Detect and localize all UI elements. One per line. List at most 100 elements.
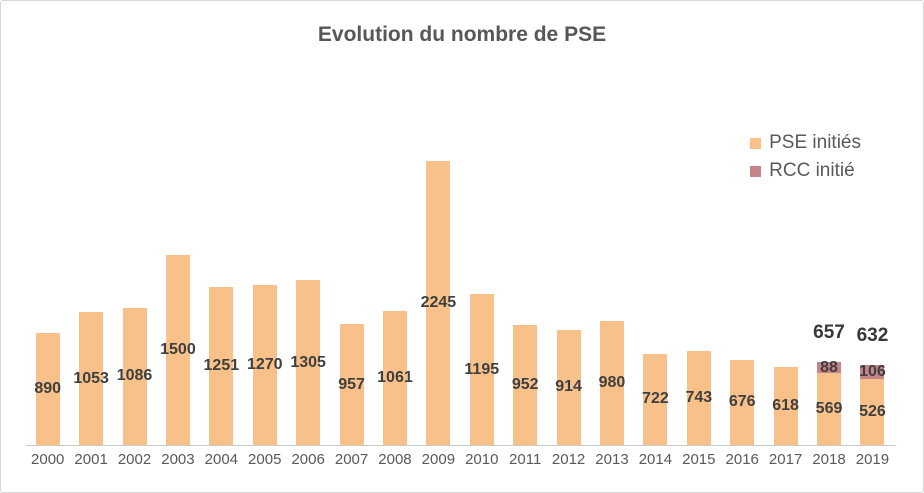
bar-segment-pse-2017 [773, 366, 798, 445]
bar-column-2004: 1251 [200, 129, 243, 445]
bar-segment-pse-2003 [165, 255, 190, 445]
chart-title: Evolution du nombre de PSE [317, 23, 607, 46]
bar-column-2003: 1500 [156, 129, 199, 445]
bar-column-2002: 1086 [113, 129, 156, 445]
data-label-rcc-2019: 106 [859, 362, 886, 380]
data-label-pse-2012: 914 [555, 378, 582, 396]
x-axis-tick-2011: 2011 [509, 451, 542, 468]
bar-segment-rcc-2019 [860, 365, 885, 379]
total-label-2019: 632 [856, 325, 889, 347]
bar-stack-2019 [860, 365, 885, 445]
x-axis-tick-2019: 2019 [855, 451, 890, 468]
x-axis-tick-2009: 2009 [421, 451, 456, 468]
x-axis-tick-2005: 2005 [248, 451, 282, 468]
bar-stack-2017 [773, 366, 798, 445]
bar-column-2000: 890 [26, 129, 69, 445]
data-label-rcc-2018: 88 [820, 358, 838, 376]
bar-segment-pse-2006 [296, 280, 321, 445]
bar-column-2018: 569 88 657 [807, 129, 850, 445]
data-label-pse-2002: 1086 [116, 367, 153, 385]
bar-segment-pse-2011 [513, 324, 538, 445]
bar-column-2017: 618 [764, 129, 807, 445]
data-label-pse-2018: 569 [815, 400, 843, 417]
bar-column-2014: 722 [634, 129, 677, 445]
bar-segment-pse-2015 [686, 351, 711, 445]
bar-segment-pse-2012 [556, 329, 581, 445]
data-label-pse-2004: 1251 [203, 356, 240, 374]
legend-swatch-pse-icon [750, 137, 762, 149]
data-label-pse-2006: 1305 [290, 353, 326, 371]
bar-segment-pse-2018 [817, 373, 842, 445]
x-axis-tick-2013: 2013 [595, 451, 629, 468]
bar-stack-2011 [513, 324, 538, 445]
x-axis-labels: 2000 2001 2002 2003 2004 2005 2006 2007 2008 2009… [26, 451, 894, 468]
bar-column-2001: 1053 [69, 129, 112, 445]
plot-area: 890 1053 1086 1500 1251 1270 1305 957 1061 2245 11… [26, 129, 894, 445]
data-label-pse-2001: 1053 [73, 369, 109, 387]
bar-column-2012: 914 [547, 129, 590, 445]
legend-item-pse-inities: PSE initiés [750, 132, 861, 154]
bar-column-2015: 743 [677, 129, 720, 445]
bar-stack-2000 [35, 332, 60, 445]
bar-stack-2002 [122, 307, 147, 445]
x-axis-tick-2004: 2004 [204, 451, 239, 468]
data-label-pse-2013: 980 [598, 374, 626, 392]
bar-segment-pse-2000 [35, 332, 60, 445]
bar-stack-2007 [339, 324, 364, 445]
data-label-pse-2000: 890 [34, 379, 62, 397]
x-axis-tick-2012: 2012 [551, 451, 586, 468]
legend-label-pse-inities: PSE initiés [769, 132, 861, 153]
bar-column-2007: 957 [330, 129, 373, 445]
x-axis-tick-2010: 2010 [465, 451, 499, 468]
x-axis-tick-2015: 2015 [682, 451, 716, 468]
data-label-pse-2007: 957 [338, 375, 365, 393]
legend: PSE initiés RCC initié [750, 132, 861, 182]
data-label-pse-2019: 526 [859, 402, 886, 420]
x-axis-line [26, 445, 896, 446]
bar-segment-pse-2014 [643, 353, 668, 445]
x-axis-tick-2018: 2018 [812, 451, 846, 468]
bar-segment-pse-2016 [730, 359, 755, 445]
data-label-pse-2014: 722 [642, 390, 669, 408]
bar-stack-2003 [165, 255, 190, 445]
bar-segment-pse-2013 [599, 321, 624, 445]
data-label-pse-2003: 1500 [160, 341, 196, 359]
data-label-pse-2005: 1270 [246, 355, 283, 373]
data-label-pse-2017: 618 [772, 396, 799, 414]
bar-column-2013: 980 [590, 129, 633, 445]
data-label-pse-2015: 743 [685, 389, 713, 406]
x-axis-tick-2000: 2000 [31, 451, 65, 468]
data-label-pse-2016: 676 [728, 393, 756, 411]
x-axis-tick-2016: 2016 [725, 451, 759, 468]
legend-label-rcc-initie: RCC initié [769, 159, 855, 181]
bar-stack-2006 [296, 280, 321, 445]
x-axis-tick-2002: 2002 [117, 451, 152, 468]
legend-swatch-rcc-icon [750, 165, 762, 177]
bar-segment-pse-2007 [339, 324, 364, 445]
legend-item-rcc-initie: RCC initié [750, 159, 861, 182]
bar-column-2010: 1195 [460, 129, 503, 445]
bar-column-2019: 526 106 632 [851, 129, 894, 445]
bar-stack-2005 [252, 284, 277, 445]
x-axis-tick-2003: 2003 [161, 451, 195, 468]
data-label-pse-2011: 952 [511, 375, 539, 393]
bar-stack-2009 [426, 161, 451, 445]
x-axis-tick-2001: 2001 [74, 451, 108, 468]
total-label-2018: 657 [813, 322, 845, 343]
bar-column-2006: 1305 [286, 129, 329, 445]
bar-column-2009: 2245 [417, 129, 460, 445]
bar-stack-2004 [209, 286, 234, 445]
x-axis-tick-2006: 2006 [291, 451, 325, 468]
bar-column-2011: 952 [503, 129, 546, 445]
bar-column-2008: 1061 [373, 129, 416, 445]
data-label-pse-2009: 2245 [420, 294, 457, 312]
bar-stack-2016 [730, 359, 755, 445]
bar-segment-pse-2002 [122, 307, 147, 445]
bar-column-2005: 1270 [243, 129, 286, 445]
x-axis-tick-2017: 2017 [768, 451, 803, 468]
bar-column-2016: 676 [721, 129, 764, 445]
bar-segment-pse-2004 [209, 286, 234, 445]
data-label-pse-2008: 1061 [377, 368, 413, 386]
bar-stack-2001 [79, 311, 104, 445]
